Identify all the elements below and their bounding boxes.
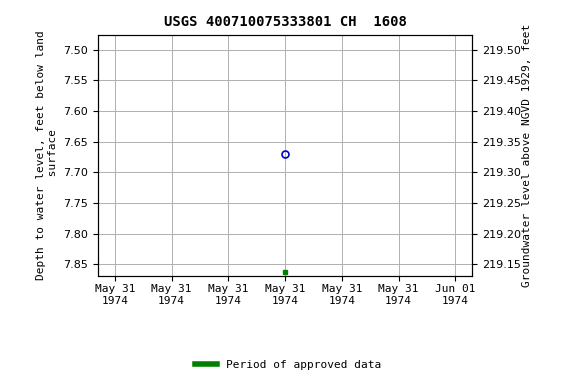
Title: USGS 400710075333801 CH  1608: USGS 400710075333801 CH 1608 xyxy=(164,15,407,29)
Y-axis label: Groundwater level above NGVD 1929, feet: Groundwater level above NGVD 1929, feet xyxy=(522,24,532,287)
Y-axis label: Depth to water level, feet below land
 surface: Depth to water level, feet below land su… xyxy=(36,31,58,280)
Legend: Period of approved data: Period of approved data xyxy=(191,356,385,375)
